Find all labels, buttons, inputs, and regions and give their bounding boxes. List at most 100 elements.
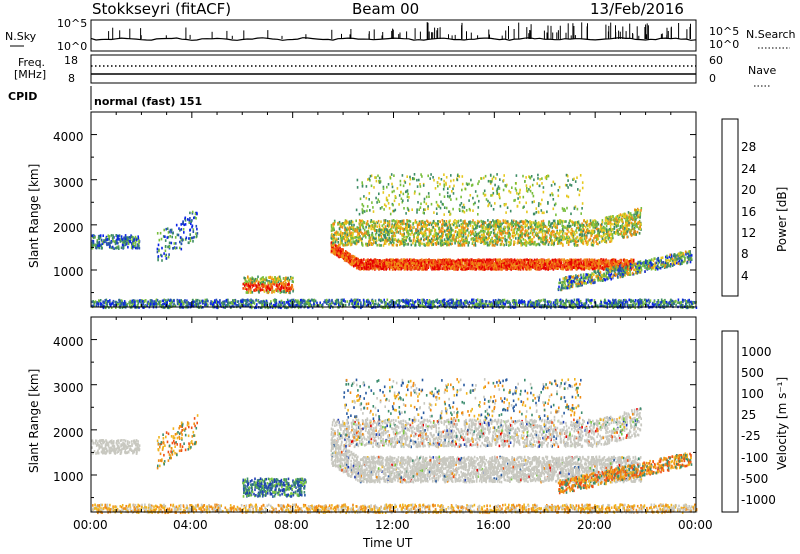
power-cell [505,258,507,261]
power-cell [334,247,336,251]
power-cell [478,263,480,267]
power-cell [432,235,434,238]
power-cell [586,259,589,262]
power-cell [459,261,461,264]
power-cell [558,237,560,240]
power-cell [247,275,249,279]
power-cell [510,266,513,269]
power-cell [588,262,590,266]
power-cell [392,262,394,266]
power-cell [614,259,617,263]
power-cell [450,267,452,270]
power-cell [622,227,624,230]
power-cell [548,229,550,233]
power-cell [588,258,591,261]
power-cell [509,261,511,264]
power-cell [416,266,419,270]
power-cell [428,239,430,242]
power-cell [533,264,535,268]
power-cell [414,243,417,247]
power-cell [404,259,406,263]
power-cell [494,222,496,226]
power-cell [244,287,246,290]
power-cell [565,262,568,266]
power-cell [255,288,258,292]
power-cell [605,236,608,239]
power-cell [629,221,631,225]
power-cell [268,280,271,283]
power-cell [407,264,410,268]
power-cell [535,222,537,225]
power-cell [618,228,620,231]
power-cell [284,279,287,282]
power-cell [164,245,167,248]
power-cell [386,263,388,267]
power-cell [374,222,376,226]
power-cell [460,238,463,241]
power-cell [336,245,339,248]
power-cell [526,223,529,226]
power-cell [511,267,514,271]
power-cell [346,255,349,258]
power-cell [339,222,341,226]
power-cell [459,262,461,266]
power-cell [632,265,635,269]
power-cell [424,259,427,262]
power-cell [604,219,607,222]
power-cell [513,219,515,223]
power-cell [551,265,553,269]
power-cell [474,260,476,264]
power-cell [549,236,552,240]
power-cell [393,263,396,266]
power-cell [157,258,159,262]
power-cell [340,249,342,253]
power-cell [110,240,113,244]
power-cell [134,237,137,241]
power-cell [192,240,194,243]
power-cell [449,225,451,229]
power-cell [558,260,561,263]
power-cell [344,226,346,230]
power-cell [569,258,571,261]
power-cell [543,266,545,269]
power-cell [410,260,412,263]
power-cell [359,236,361,240]
power-cell [124,241,126,245]
freq-label-top: Freq. [18,56,45,69]
power-cell [469,220,471,223]
power-cell [528,262,530,265]
power-cell [541,260,543,264]
power-cell [459,266,462,269]
power-cell [446,229,449,233]
power-cell [448,235,451,239]
power-cell [608,236,610,239]
power-cell [461,261,463,265]
power-cell [288,282,290,286]
power-cell [440,244,443,247]
power-cell [285,289,288,292]
power-cell [380,220,382,223]
power-cell [451,242,453,245]
power-cell [487,258,489,262]
power-cell [599,264,602,267]
power-cell [516,264,519,267]
power-cell [377,219,380,223]
power-cell [416,262,418,265]
power-panel [90,111,698,310]
power-cell [529,243,531,246]
power-cell [480,259,482,263]
power-cell [392,260,394,263]
power-cell [269,276,271,279]
power-cell [355,257,358,261]
power-cell [409,268,412,271]
power-cell [543,264,545,268]
power-cell [551,258,554,262]
power-cell [568,230,570,234]
power-cell [459,259,461,262]
power-cell [563,264,566,268]
power-cell [527,259,530,262]
nsearch-tick-low: 10^0 [709,38,739,51]
power-cell [629,215,632,218]
power-cell [126,242,128,245]
power-cell [608,262,610,265]
